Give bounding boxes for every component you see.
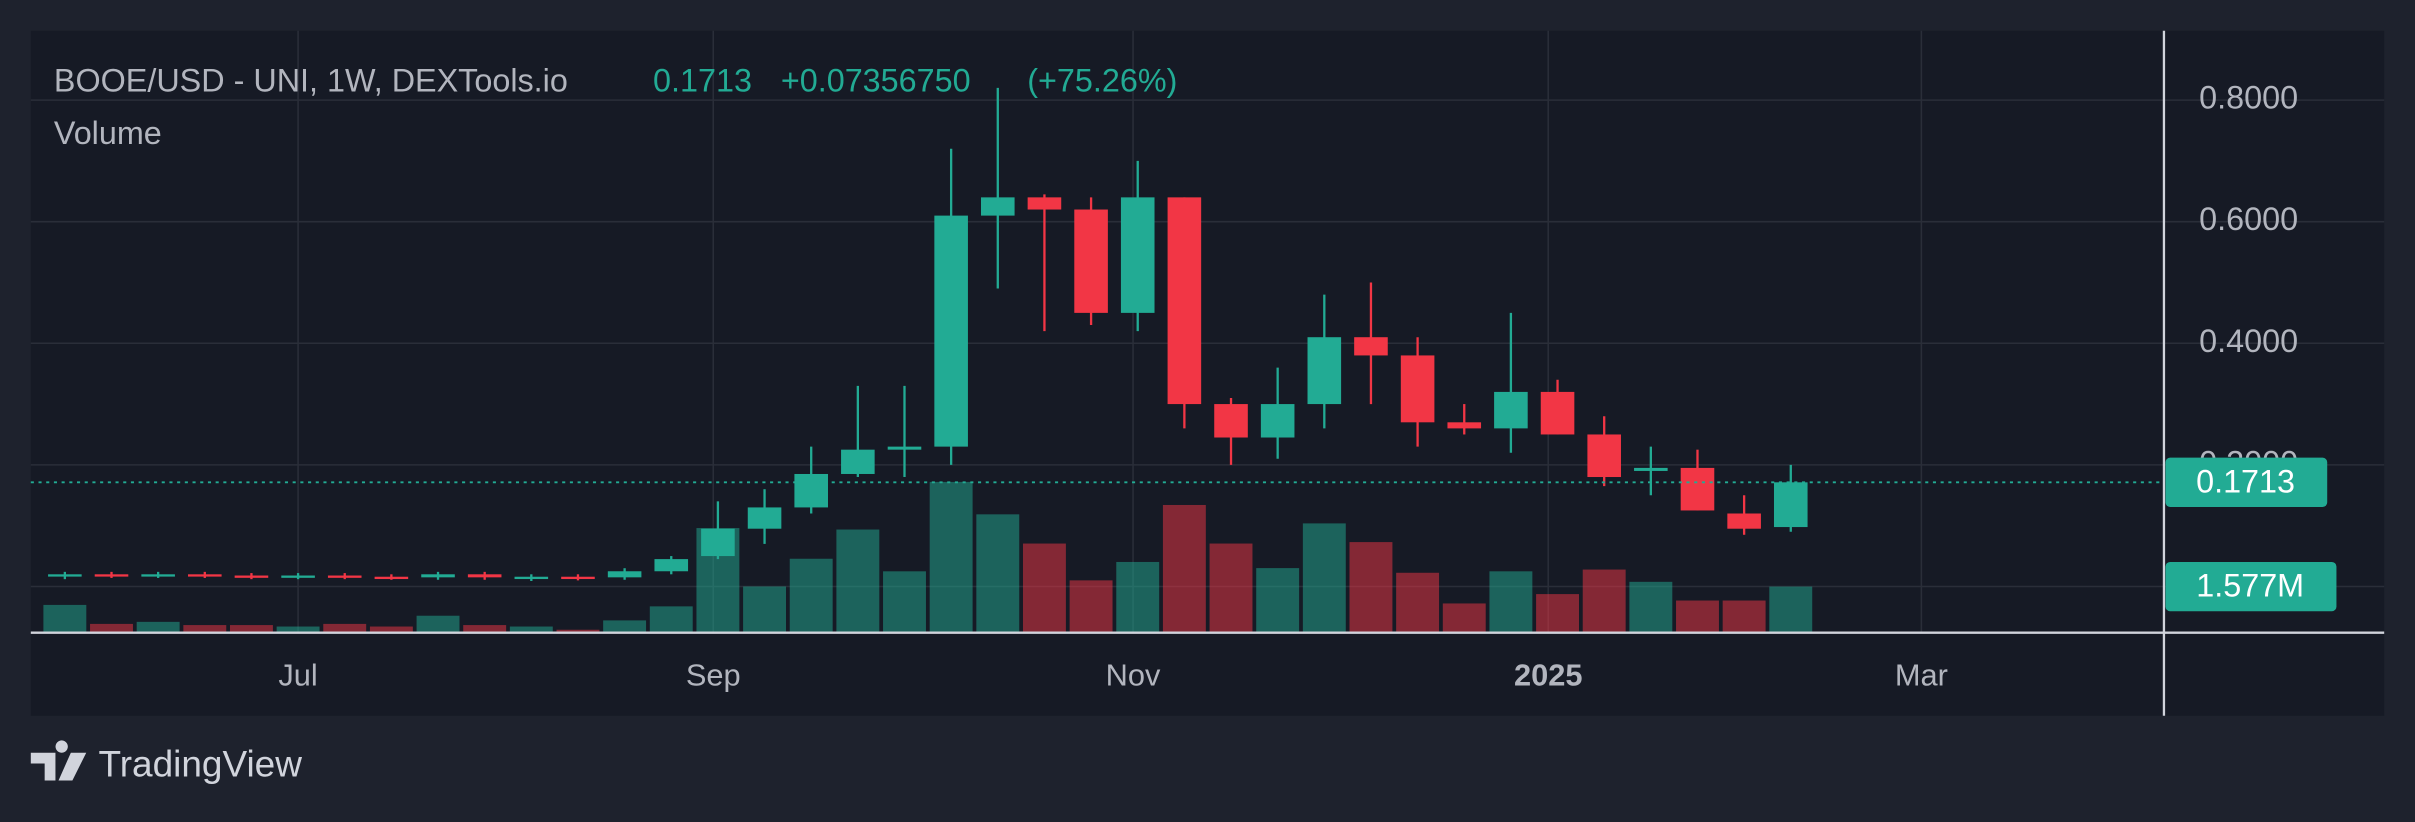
volume-bar <box>276 626 320 633</box>
candle-body <box>1214 404 1248 438</box>
volume-bar <box>323 623 367 633</box>
candle-body <box>887 446 922 450</box>
chart-title: BOOE/USD - UNI, 1W, DEXTools.io <box>54 63 568 99</box>
last-volume-label: 1.577M <box>2196 568 2304 604</box>
x-tick-label: 2025 <box>1514 657 1583 692</box>
volume-bar <box>1582 569 1626 633</box>
volume-bar <box>929 481 973 633</box>
header-change: +0.07356750 <box>781 63 971 99</box>
volume-bar <box>1349 542 1393 633</box>
candle-body <box>794 473 828 508</box>
candle-body <box>327 575 362 578</box>
candle-body <box>467 574 502 578</box>
candle-body <box>1074 209 1108 313</box>
y-tick-label: 0.4000 <box>2199 323 2298 359</box>
candle-body <box>1120 197 1155 313</box>
plot-area <box>30 30 2385 716</box>
last-volume-badge <box>2165 561 2337 612</box>
volume-bar <box>789 558 833 633</box>
volume-bar <box>976 514 1020 633</box>
candle-body <box>747 507 782 529</box>
candle-body <box>234 575 269 578</box>
volume-bar <box>369 626 413 633</box>
volume-bar <box>229 625 273 633</box>
candle-body <box>188 574 222 577</box>
volume-bar <box>509 626 553 633</box>
volume-bar <box>1676 600 1719 633</box>
candle-body <box>48 574 82 577</box>
volume-bar <box>136 621 180 633</box>
candle-body <box>1680 467 1715 511</box>
candle-body <box>561 576 595 580</box>
candle-body <box>841 449 875 474</box>
candle-body <box>1307 337 1342 405</box>
candle-body <box>1494 391 1528 429</box>
header-change-pct: (+75.26%) <box>1027 63 1177 99</box>
volume-bar <box>183 625 227 633</box>
candle-body <box>421 574 455 578</box>
volume-bar <box>1069 580 1113 633</box>
grid <box>30 30 2385 633</box>
candle-body <box>1354 337 1388 356</box>
candle-body <box>1167 197 1202 405</box>
last-price-label: 0.1713 <box>2196 463 2295 499</box>
candle-body <box>514 576 549 580</box>
x-tick-label: Jul <box>278 657 317 692</box>
volume-bar <box>90 623 133 633</box>
volume-bar <box>1162 504 1206 633</box>
candle-body <box>1447 422 1482 429</box>
volume-bar <box>416 615 460 633</box>
volume-bar <box>883 571 926 633</box>
volume-title: Volume <box>54 115 162 151</box>
volume-bar <box>743 586 787 633</box>
x-tick-label: Nov <box>1106 657 1161 692</box>
volume-bar <box>1536 594 1580 633</box>
volume-bar <box>1442 603 1486 633</box>
marks <box>30 87 2164 633</box>
volume-bar <box>1116 561 1160 633</box>
volume-bar <box>1629 581 1673 633</box>
candle-body <box>607 571 642 578</box>
labels: 0.20000.40000.60000.8000JulSepNov2025Mar… <box>278 80 2337 692</box>
candle-body <box>1634 467 1668 471</box>
candle-body <box>281 575 315 578</box>
last-price-badge <box>2165 457 2328 507</box>
volume-bar <box>649 606 693 633</box>
volume-bar <box>1489 571 1533 633</box>
candle-body <box>934 215 968 447</box>
candle-body <box>701 528 735 557</box>
candle-body <box>1260 404 1295 438</box>
candle-body <box>1027 197 1062 210</box>
candle-body <box>94 574 129 577</box>
volume-bar <box>603 620 647 633</box>
volume-bar <box>1396 572 1440 633</box>
x-tick-label: Sep <box>686 657 741 692</box>
volume-bar <box>1722 600 1766 633</box>
header-price: 0.1713 <box>653 63 752 99</box>
candle-body <box>654 559 689 572</box>
candle-body <box>1727 513 1761 529</box>
volume-bar <box>836 529 880 633</box>
candle-body <box>1540 391 1575 435</box>
candle-body <box>374 576 409 580</box>
x-tick-label: Mar <box>1895 657 1948 692</box>
candle-body <box>1773 482 1808 528</box>
brand: TradingView <box>99 743 303 784</box>
volume-bar <box>1769 586 1813 633</box>
volume-bar <box>1209 543 1253 633</box>
candle-body <box>980 197 1015 216</box>
volume-bar <box>556 629 600 633</box>
candle-body <box>1400 355 1435 423</box>
y-tick-label: 0.8000 <box>2199 80 2298 116</box>
volume-bar <box>1022 543 1066 633</box>
candle-body <box>141 574 175 577</box>
volume-bar <box>43 604 87 633</box>
volume-bar <box>1302 523 1346 633</box>
candle-body <box>1587 434 1621 478</box>
volume-bar <box>1256 568 1300 633</box>
y-tick-label: 0.6000 <box>2199 201 2298 237</box>
volume-bar <box>463 625 507 633</box>
